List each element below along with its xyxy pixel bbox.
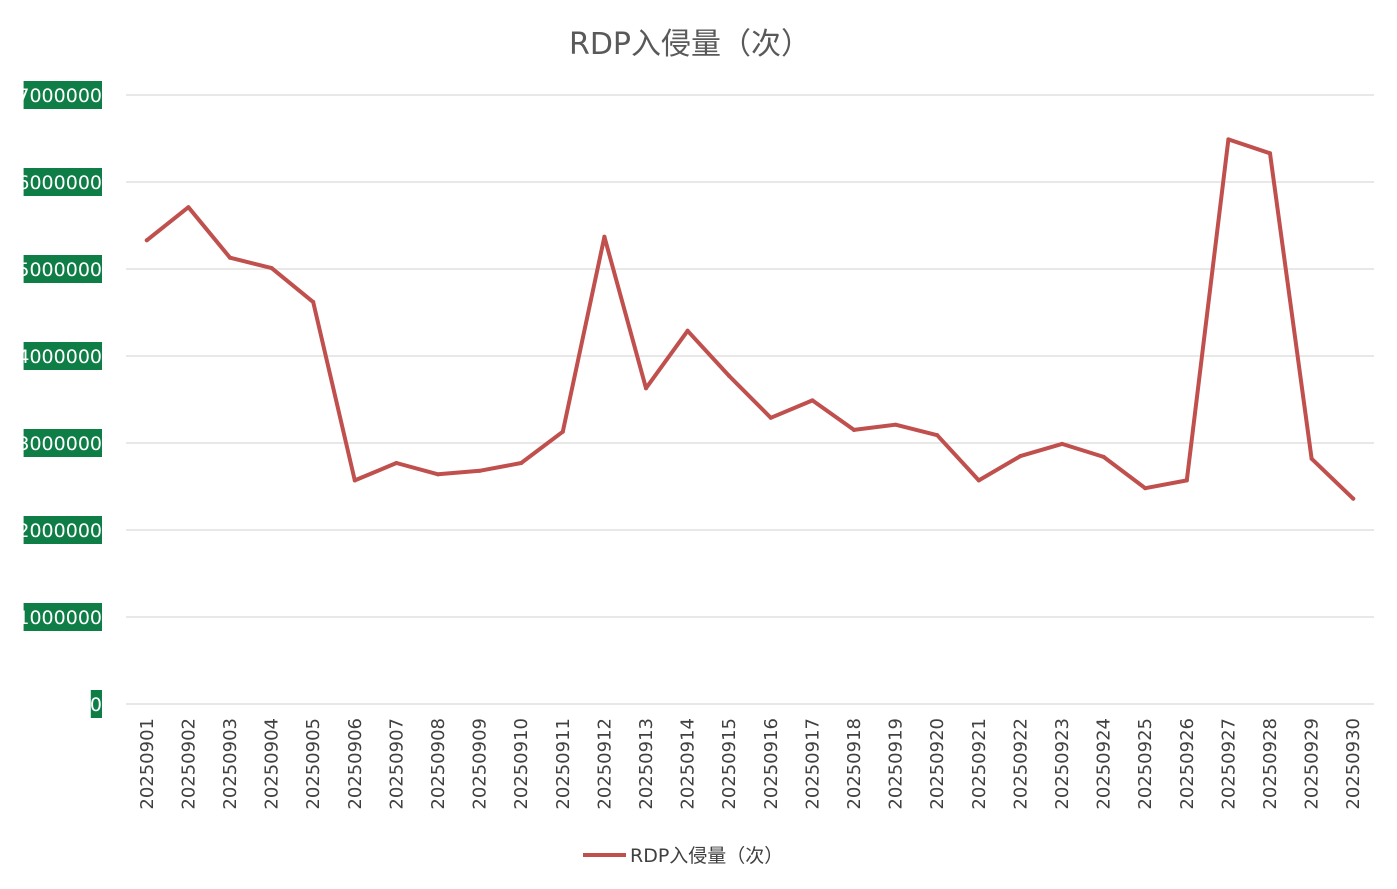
x-tick-label: 20250930 [1343,718,1364,810]
x-tick-label: 20250904 [262,718,283,810]
data-point [602,234,607,239]
data-point [644,386,648,391]
x-tick-label: 20250910 [511,718,532,810]
data-point [727,374,732,379]
y-tick-label: 5000000 [17,259,102,281]
y-tick-highlight [23,603,103,631]
x-tick-label: 20250917 [802,718,823,810]
y-tick-label: 1000000 [17,607,102,629]
data-point [1268,151,1272,156]
x-tick-label: 20250924 [1094,718,1115,810]
x-tick-label: 20250919 [886,718,907,810]
x-tick-label: 20250916 [761,718,782,810]
series-line [144,137,1356,501]
y-tick-highlight [23,429,103,457]
y-tick-label: 7000000 [17,85,102,107]
y-tick-highlight [23,255,103,283]
x-tick-label: 20250918 [844,718,865,810]
data-point [768,415,773,420]
x-tick-label: 20250920 [927,718,948,810]
x-tick-label: 20250903 [220,718,241,810]
x-tick-label: 20250921 [969,718,990,810]
y-tick-label: 3000000 [17,433,102,455]
data-point [1309,456,1314,461]
data-point [352,478,357,483]
x-tick-label: 20250914 [678,718,699,810]
legend: RDP入侵量（次） [583,845,783,867]
y-tick-label: 0 [90,694,102,716]
y-tick-highlight [23,81,103,109]
y-tick-highlight [90,690,102,718]
x-tick-label: 20250923 [1052,718,1073,810]
y-tick-highlight [23,342,103,370]
x-tick-label: 20250901 [137,718,158,810]
data-point [852,427,856,432]
x-tick-label: 20250907 [386,718,407,810]
data-point [186,205,191,210]
x-tick-label: 20250922 [1010,718,1031,810]
data-point [1101,454,1106,459]
x-tick-label: 20250925 [1135,718,1156,810]
x-tick-label: 20250908 [428,718,449,810]
x-tick-label: 20250906 [345,718,366,810]
x-tick-label: 20250912 [594,718,615,810]
data-point [1226,137,1231,142]
data-point [1018,454,1023,459]
x-tick-label: 20250905 [303,718,324,810]
x-tick-label: 20250927 [1218,718,1239,810]
data-point [394,461,399,466]
legend-label: RDP入侵量（次） [630,845,783,867]
data-point [810,398,815,403]
data-point [269,266,274,271]
data-point [1143,486,1148,491]
data-point [519,461,524,466]
x-tick-label: 20250902 [178,718,199,810]
gridlines [126,94,1374,705]
x-tick-label: 20250928 [1260,718,1281,810]
data-point [228,255,232,260]
y-tick-highlight [23,516,103,544]
data-point [560,429,565,434]
data-point [1184,478,1189,483]
data-point [144,238,149,243]
x-tick-label: 20250915 [719,718,740,810]
y-tick-label: 6000000 [17,172,102,194]
chart-title: RDP入侵量（次） [569,27,811,62]
y-tick-label: 2000000 [17,520,102,542]
y-tick-label: 4000000 [17,346,102,368]
data-point [935,433,940,438]
y-tick-highlight [23,168,103,196]
y-axis-ticks: 0 1000000 2000000 3000000 4000000 5000000 6000… [17,81,103,718]
x-tick-label: 20250926 [1177,718,1198,810]
data-point [477,468,482,473]
data-point [685,328,690,333]
data-point [893,422,898,427]
data-point [436,472,440,477]
data-point [976,478,981,483]
series-layer [144,137,1356,501]
x-axis-ticks: 20250901 20250902 20250903 20250904 20250905… [137,718,1364,810]
data-point [311,300,316,305]
x-tick-label: 20250911 [553,718,574,810]
x-tick-label: 20250909 [470,718,491,810]
x-tick-label: 20250913 [636,718,657,810]
x-tick-label: 20250929 [1302,718,1323,810]
data-point [1060,441,1064,446]
data-point [1351,496,1356,501]
